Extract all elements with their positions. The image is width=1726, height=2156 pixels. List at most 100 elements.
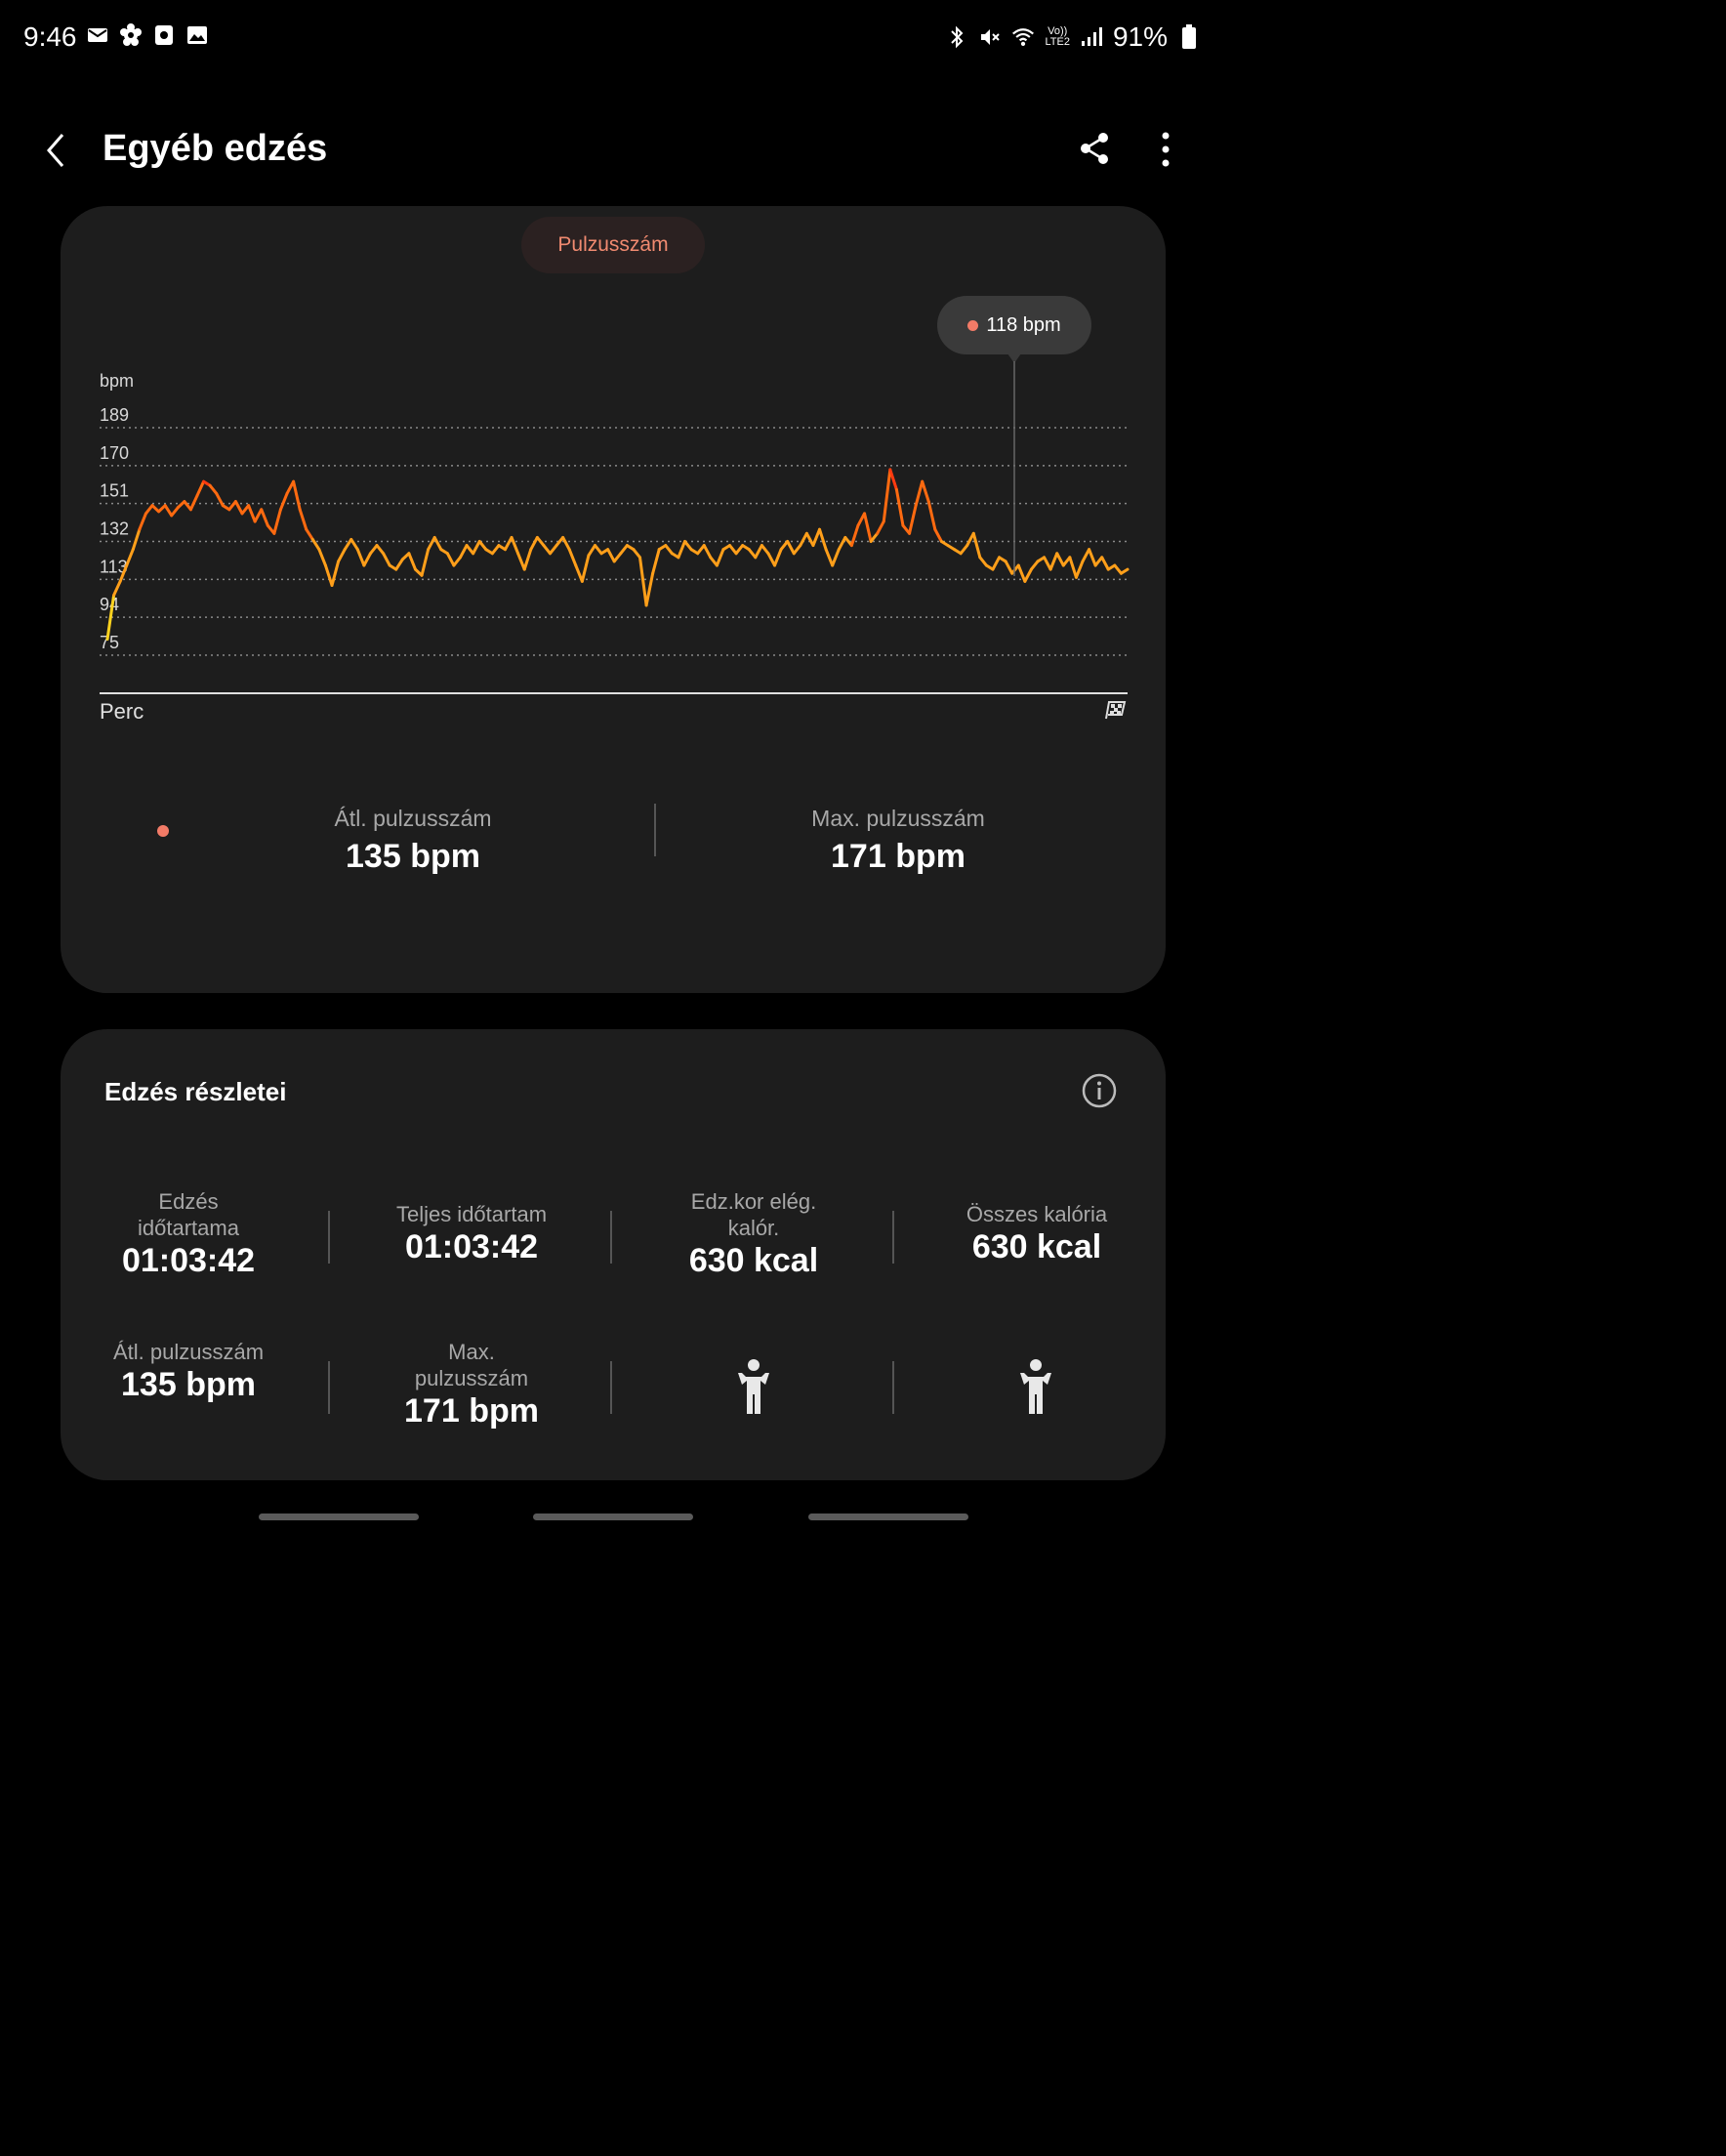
hr-line-segment — [490, 544, 501, 556]
hr-line-segment — [355, 548, 366, 567]
tooltip-dot — [967, 319, 979, 331]
hr-line-segment — [548, 544, 558, 556]
hr-line-segment — [779, 540, 790, 552]
detail-label: Teljes időtartam — [395, 1202, 548, 1226]
hr-line-segment — [305, 527, 314, 541]
hr-line-segment — [773, 548, 783, 567]
screen-record-icon — [152, 23, 176, 47]
hr-line-segment — [1113, 563, 1123, 575]
hr-line-segment — [138, 512, 147, 531]
mute-icon — [978, 25, 1002, 49]
x-axis-label: Perc — [100, 699, 144, 724]
y-tick-label: 94 — [100, 595, 119, 614]
detail-divider — [892, 1361, 894, 1414]
hr-line-segment — [869, 531, 880, 543]
hr-line-segment — [849, 523, 860, 548]
detail-value: 01:03:42 — [121, 1242, 256, 1279]
max-hr-label: Max. pulzusszám — [811, 806, 985, 831]
hr-line-segment — [734, 544, 745, 556]
hr-line-segment — [112, 579, 122, 598]
battery-percent: 91% — [1112, 21, 1168, 52]
hr-line-segment — [811, 527, 822, 548]
lte-label: LTE2 — [1045, 36, 1070, 48]
heart-rate-chart[interactable]: 189 170 151 132 113 94 75 — [0, 0, 1226, 742]
share-button[interactable] — [1078, 131, 1111, 166]
checkered-flag-icon — [1103, 700, 1127, 720]
hr-line-segment — [760, 544, 770, 556]
status-right: Vo)) LTE2 91% — [945, 21, 1201, 53]
tooltip-tail — [1007, 353, 1021, 363]
hr-line-segment — [195, 479, 206, 497]
hr-line-segment — [131, 527, 142, 552]
nav-home[interactable] — [533, 1513, 693, 1520]
max-hr-value: 171 bpm — [831, 838, 966, 875]
hr-line-segment — [978, 556, 988, 567]
hr-line-segment — [914, 479, 925, 508]
hr-line-segment — [1055, 552, 1065, 567]
detail-divider — [328, 1361, 330, 1414]
y-tick-label: 75 — [100, 633, 119, 652]
detail-label: Edz.kor elég. kalór. — [690, 1189, 817, 1240]
hr-line-segment — [285, 479, 296, 495]
hr-line-segment — [522, 548, 533, 571]
tab-heart-rate[interactable]: Pulzusszám — [521, 217, 705, 273]
hr-line-segment — [278, 491, 289, 512]
hr-line-segment — [933, 527, 943, 543]
hr-line-segment — [362, 552, 372, 567]
detail-label: Átl. pulzusszám — [112, 1340, 265, 1364]
detail-workout-duration: Edzés időtartama 01:03:42 — [62, 1188, 315, 1280]
person-icon — [734, 1359, 773, 1421]
detail-value: 630 kcal — [688, 1242, 819, 1279]
detail-value: 630 kcal — [971, 1228, 1102, 1265]
detail-label: Edzés időtartama — [138, 1189, 239, 1240]
battery-icon — [1177, 24, 1201, 49]
workout-details-card — [61, 1029, 1166, 1480]
hr-line-segment — [452, 556, 462, 567]
hr-line-segment — [792, 544, 802, 556]
detail-divider — [610, 1211, 612, 1264]
hr-line-segment — [926, 500, 937, 531]
hr-line-segment — [831, 548, 841, 567]
hr-line-segment — [747, 548, 758, 560]
hr-line-segment — [337, 548, 347, 563]
hr-line-segment — [183, 500, 192, 512]
detail-total-calories: Összes kalória 630 kcal — [910, 1201, 1164, 1266]
tooltip-value: 118 bpm — [986, 313, 1061, 336]
hr-line-segment — [125, 548, 135, 567]
hr-line-segment — [227, 500, 237, 512]
page-title: Egyéb edzés — [103, 128, 328, 169]
nav-back[interactable] — [808, 1513, 968, 1520]
hr-line-segment — [555, 535, 565, 548]
hr-line-segment — [966, 531, 975, 548]
gallery-icon — [185, 23, 209, 47]
hr-line-segment — [375, 544, 386, 556]
hr-line-segment — [529, 535, 539, 552]
info-button[interactable] — [1082, 1073, 1117, 1108]
avg-hr-value: 135 bpm — [346, 838, 480, 875]
more-options-button[interactable] — [1156, 131, 1175, 168]
hr-line-segment — [465, 544, 475, 556]
hr-line-segment — [233, 500, 244, 516]
hr-line-segment — [310, 537, 321, 552]
hr-line-segment — [1119, 567, 1130, 575]
hr-line-segment — [343, 537, 353, 552]
hr-line-segment — [420, 548, 431, 577]
hr-line-segment — [542, 544, 552, 556]
hr-line-segment — [894, 487, 905, 527]
hr-line-segment — [632, 548, 642, 560]
back-button[interactable] — [43, 131, 72, 170]
notification-icons — [86, 23, 209, 47]
nav-recents[interactable] — [259, 1513, 419, 1520]
hr-line-segment — [619, 544, 629, 556]
detail-value: 01:03:42 — [404, 1228, 539, 1265]
hr-line-segment — [445, 552, 456, 567]
hr-line-segment — [1048, 552, 1059, 571]
hr-line-segment — [432, 535, 443, 552]
hr-line-segment — [516, 552, 526, 571]
y-axis-unit: bpm — [100, 371, 135, 391]
hr-line-segment — [754, 544, 763, 560]
hr-line-segment — [818, 527, 828, 552]
y-tick-label: 170 — [100, 443, 129, 463]
avg-hr-label: Átl. pulzusszám — [334, 806, 492, 831]
wifi-icon — [1011, 25, 1035, 49]
